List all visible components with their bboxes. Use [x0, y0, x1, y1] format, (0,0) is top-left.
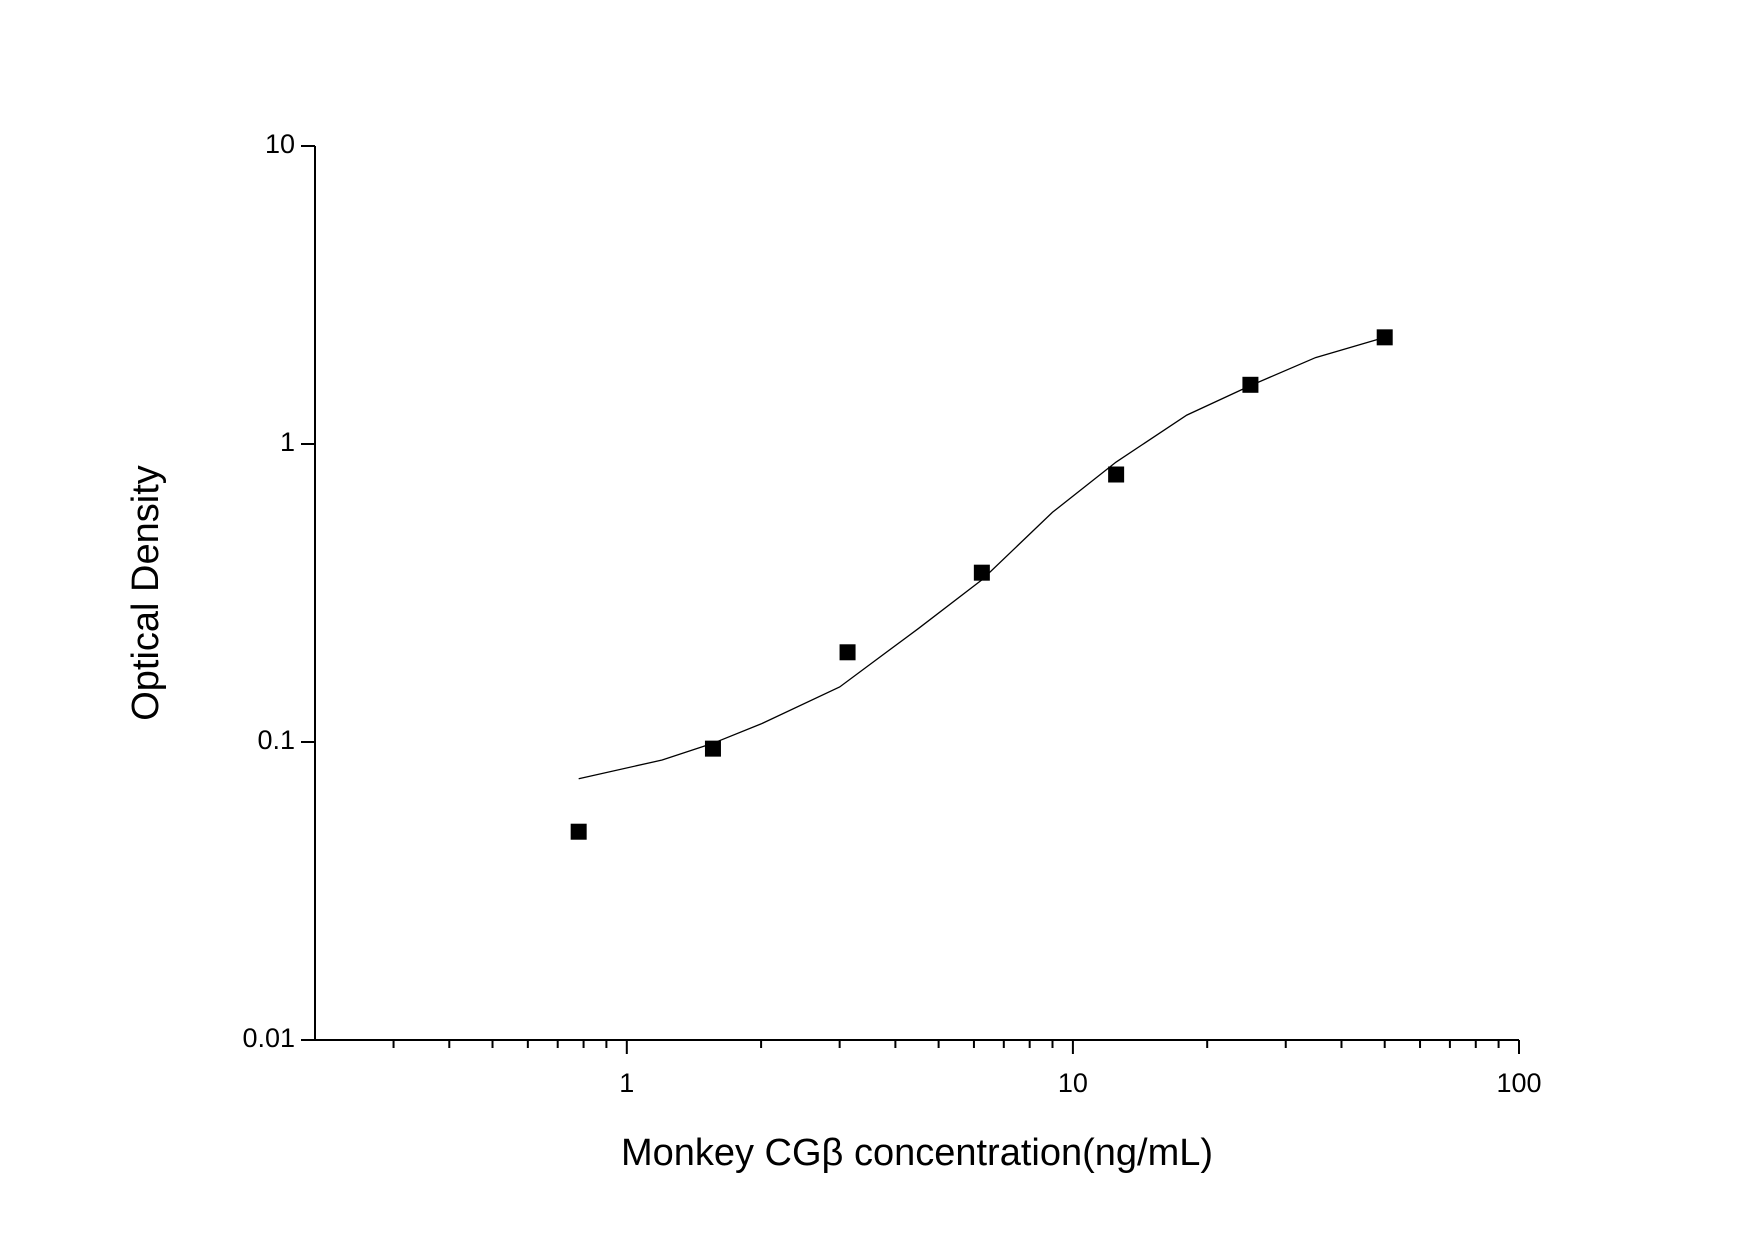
x-tick-label: 1: [619, 1068, 634, 1098]
y-tick-label: 0.01: [242, 1023, 295, 1053]
y-tick-label: 0.1: [257, 725, 295, 755]
data-point: [1242, 376, 1259, 393]
x-tick-label: 10: [1058, 1068, 1088, 1098]
data-point: [839, 644, 856, 661]
x-tick-label: 100: [1496, 1068, 1541, 1098]
fit-curve: [578, 336, 1385, 780]
y-tick-label: 10: [265, 129, 295, 159]
y-axis-label: Optical Density: [125, 465, 167, 721]
y-tick-label: 1: [280, 427, 295, 457]
data-point: [973, 564, 990, 581]
data-point: [1108, 466, 1125, 483]
data-point: [570, 823, 587, 840]
x-axis-label: Monkey CGβ concentration(ng/mL): [621, 1132, 1213, 1174]
